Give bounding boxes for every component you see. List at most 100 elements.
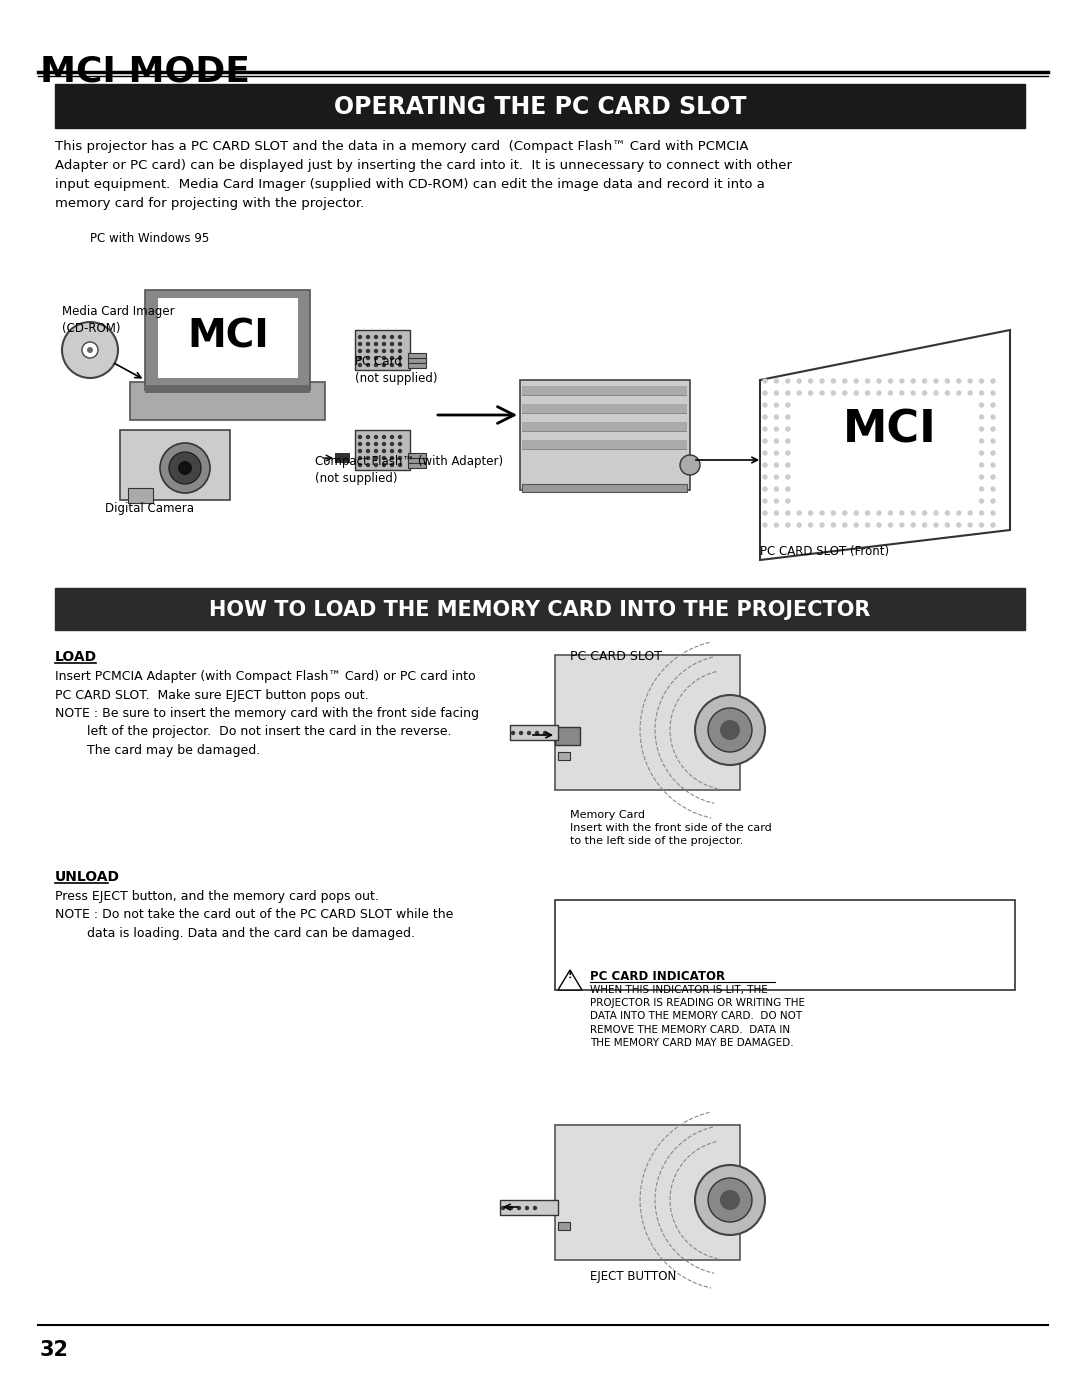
Circle shape	[774, 511, 779, 515]
Bar	[408, 453, 426, 458]
Circle shape	[980, 522, 984, 527]
Bar	[55, 588, 1025, 630]
Text: MCI: MCI	[843, 408, 936, 451]
Bar	[408, 363, 426, 367]
Circle shape	[786, 439, 789, 443]
Circle shape	[762, 462, 767, 467]
Circle shape	[720, 719, 740, 740]
Circle shape	[762, 379, 767, 383]
Circle shape	[382, 356, 386, 359]
Circle shape	[708, 1178, 752, 1222]
Bar	[500, 1200, 558, 1215]
Circle shape	[366, 342, 369, 345]
Circle shape	[534, 1207, 537, 1210]
Circle shape	[375, 464, 378, 467]
Circle shape	[762, 451, 767, 455]
Bar	[145, 291, 310, 390]
Circle shape	[809, 379, 812, 383]
Circle shape	[774, 499, 779, 503]
Circle shape	[375, 450, 378, 453]
Circle shape	[980, 391, 984, 395]
Circle shape	[991, 511, 995, 515]
Circle shape	[980, 439, 984, 443]
Text: PC CARD SLOT (Front): PC CARD SLOT (Front)	[760, 545, 889, 557]
Circle shape	[832, 511, 836, 515]
Text: OPERATING THE PC CARD SLOT: OPERATING THE PC CARD SLOT	[334, 95, 746, 119]
Circle shape	[968, 522, 972, 527]
Bar	[408, 462, 426, 468]
Circle shape	[774, 391, 779, 395]
FancyArrowPatch shape	[437, 407, 514, 423]
Circle shape	[980, 499, 984, 503]
Circle shape	[382, 443, 386, 446]
Circle shape	[786, 511, 789, 515]
Circle shape	[399, 356, 402, 359]
Circle shape	[399, 349, 402, 352]
Circle shape	[980, 379, 984, 383]
Circle shape	[696, 1165, 765, 1235]
Text: Digital Camera: Digital Camera	[105, 502, 194, 515]
Circle shape	[786, 451, 789, 455]
Circle shape	[762, 415, 767, 419]
Circle shape	[399, 335, 402, 338]
Circle shape	[391, 363, 393, 366]
Circle shape	[786, 488, 789, 490]
Circle shape	[786, 462, 789, 467]
Circle shape	[382, 450, 386, 453]
Circle shape	[762, 511, 767, 515]
Circle shape	[991, 522, 995, 527]
Circle shape	[762, 488, 767, 490]
Text: HOW TO LOAD THE MEMORY CARD INTO THE PROJECTOR: HOW TO LOAD THE MEMORY CARD INTO THE PRO…	[210, 599, 870, 620]
Circle shape	[359, 436, 362, 439]
Circle shape	[786, 427, 789, 432]
Circle shape	[366, 363, 369, 366]
Text: !: !	[568, 970, 572, 981]
Circle shape	[391, 450, 393, 453]
Circle shape	[991, 488, 995, 490]
Bar	[408, 358, 426, 363]
Circle shape	[399, 457, 402, 460]
Circle shape	[900, 522, 904, 527]
Bar	[335, 453, 350, 462]
Bar	[522, 422, 687, 432]
Circle shape	[391, 436, 393, 439]
Circle shape	[832, 391, 836, 395]
Circle shape	[366, 457, 369, 460]
Circle shape	[774, 415, 779, 419]
Circle shape	[366, 464, 369, 467]
Circle shape	[399, 464, 402, 467]
Circle shape	[375, 363, 378, 366]
Circle shape	[87, 346, 93, 353]
Circle shape	[786, 391, 789, 395]
Text: LOAD: LOAD	[55, 650, 97, 664]
Circle shape	[399, 342, 402, 345]
Circle shape	[375, 443, 378, 446]
Circle shape	[536, 732, 539, 735]
Circle shape	[832, 522, 836, 527]
Circle shape	[762, 427, 767, 432]
Circle shape	[399, 443, 402, 446]
Circle shape	[968, 511, 972, 515]
Circle shape	[382, 335, 386, 338]
Circle shape	[359, 356, 362, 359]
Circle shape	[842, 511, 847, 515]
Circle shape	[774, 439, 779, 443]
Bar	[558, 1222, 570, 1229]
Text: This projector has a PC CARD SLOT and the data in a memory card  (Compact Flash™: This projector has a PC CARD SLOT and th…	[55, 140, 792, 210]
Text: PC CARD INDICATOR: PC CARD INDICATOR	[590, 970, 725, 983]
Bar	[555, 726, 580, 745]
Circle shape	[797, 511, 801, 515]
Circle shape	[359, 443, 362, 446]
Circle shape	[991, 391, 995, 395]
Circle shape	[366, 450, 369, 453]
Circle shape	[366, 349, 369, 352]
Bar	[158, 298, 298, 379]
Circle shape	[980, 488, 984, 490]
Text: PC CARD SLOT: PC CARD SLOT	[570, 650, 662, 664]
Text: MCI MODE: MCI MODE	[40, 54, 249, 89]
Circle shape	[991, 475, 995, 479]
Circle shape	[797, 391, 801, 395]
Circle shape	[375, 436, 378, 439]
Circle shape	[922, 511, 927, 515]
Circle shape	[889, 391, 892, 395]
